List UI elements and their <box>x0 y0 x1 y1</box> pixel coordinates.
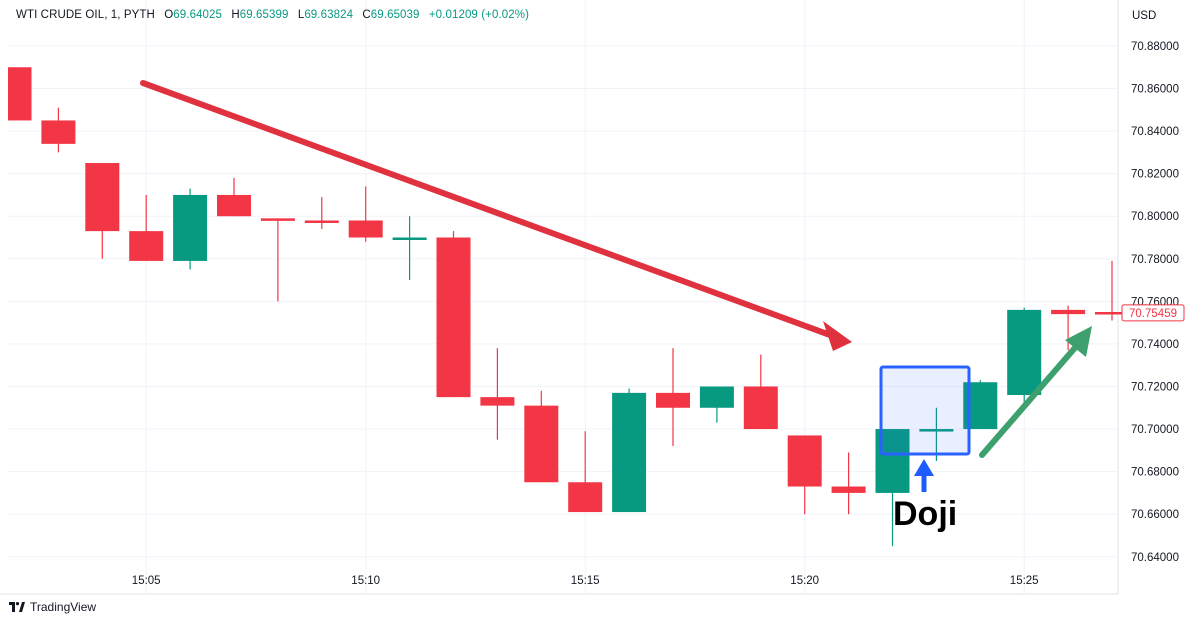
annotations-layer <box>140 80 1092 492</box>
candle[interactable] <box>129 194 164 261</box>
candle[interactable] <box>8 67 32 121</box>
candle[interactable] <box>1051 305 1086 351</box>
last-price-value: 70.75459 <box>1129 308 1177 320</box>
candle-body <box>348 220 383 238</box>
y-tick-label: 70.84000 <box>1131 126 1179 138</box>
low-label: L <box>297 9 305 21</box>
candle-body <box>41 120 76 144</box>
y-tick-label: 70.82000 <box>1131 169 1179 181</box>
uptrend-arrow <box>979 339 1083 458</box>
candle-body <box>480 397 515 406</box>
candle[interactable] <box>875 429 910 547</box>
candle[interactable] <box>699 386 734 423</box>
candle[interactable] <box>787 435 822 515</box>
candle[interactable] <box>656 348 690 447</box>
candle-body <box>85 163 120 232</box>
candle-body <box>129 231 164 261</box>
candle[interactable] <box>480 348 515 440</box>
candle[interactable] <box>919 407 954 461</box>
close-label: C <box>362 9 371 21</box>
candle-body <box>392 237 427 241</box>
currency-selector[interactable]: USD <box>1126 6 1186 26</box>
candle-body <box>173 194 208 261</box>
low-value: 69.63824 <box>304 9 354 21</box>
y-tick-label: 70.66000 <box>1131 509 1179 521</box>
y-tick-label: 70.86000 <box>1131 84 1179 96</box>
candle-body <box>699 386 734 408</box>
time-axis[interactable]: 15:05 15:10 15:15 15:20 15:25 <box>132 575 1039 587</box>
candle[interactable] <box>831 452 866 515</box>
candle[interactable] <box>85 163 120 259</box>
open-label: O <box>164 9 174 21</box>
last-price-box <box>1121 304 1185 322</box>
price-axis[interactable]: 70.88000 70.86000 70.84000 70.82000 70.80000… <box>1131 41 1179 564</box>
doji-highlight-box <box>879 365 971 456</box>
x-tick-label: 15:15 <box>571 575 600 587</box>
candle-body <box>217 194 251 217</box>
candle[interactable] <box>348 186 383 242</box>
candle-body <box>656 392 690 408</box>
candle[interactable] <box>260 218 295 302</box>
x-tick-label: 15:05 <box>132 575 161 587</box>
x-tick-label: 15:10 <box>351 575 380 587</box>
candle[interactable] <box>304 197 339 229</box>
candle-body <box>743 386 778 430</box>
candles-layer <box>8 67 1129 547</box>
candle[interactable] <box>41 107 76 153</box>
y-tick-label: 70.68000 <box>1131 467 1179 479</box>
candle-body <box>787 435 822 487</box>
change-value: +0.01209 (+0.02%) <box>428 9 530 21</box>
doji-pointer-arrow-head <box>914 459 934 476</box>
candle-body <box>436 237 471 398</box>
candle-body <box>831 486 866 493</box>
high-value: 69.65399 <box>239 9 289 21</box>
candle-body <box>260 218 295 221</box>
candle[interactable] <box>392 216 427 281</box>
y-tick-label: 70.74000 <box>1131 339 1179 351</box>
candle[interactable] <box>173 188 208 270</box>
high-label: H <box>231 9 240 21</box>
candle[interactable] <box>436 231 471 398</box>
tradingview-logo-text: TradingView <box>30 600 97 614</box>
tradingview-logo[interactable]: TradingView <box>9 600 96 614</box>
candle-body <box>919 429 954 432</box>
tradingview-logo-icon <box>9 602 25 612</box>
y-tick-label: 70.70000 <box>1131 424 1179 436</box>
y-tick-label: 70.78000 <box>1131 254 1179 266</box>
candle[interactable] <box>524 390 559 483</box>
ohlc-legend: WTI CRUDE OIL, 1, PYTH O69.64025 H69.653… <box>16 9 529 21</box>
y-tick-label: 70.72000 <box>1131 381 1179 393</box>
candle[interactable] <box>1007 307 1042 404</box>
close-value: 69.65039 <box>370 9 420 21</box>
candle[interactable] <box>612 388 647 513</box>
candle-body <box>8 67 32 121</box>
candle[interactable] <box>217 177 251 217</box>
open-value: 69.64025 <box>173 9 223 21</box>
downtrend-arrow <box>140 80 833 338</box>
candle-body <box>524 405 559 483</box>
x-tick-label: 15:25 <box>1010 575 1039 587</box>
candle-body <box>612 392 647 513</box>
candle-body <box>1007 309 1042 396</box>
last-price-label: 70.75459 <box>1121 304 1185 322</box>
candle[interactable] <box>1095 260 1129 321</box>
y-tick-label: 70.88000 <box>1131 41 1179 53</box>
candle-body <box>568 482 603 513</box>
candle-body <box>304 220 339 223</box>
x-tick-label: 15:20 <box>790 575 819 587</box>
candle[interactable] <box>568 431 603 513</box>
downtrend-arrow-head <box>823 321 852 351</box>
doji-label: Doji <box>893 495 958 533</box>
candle-body <box>1095 312 1129 315</box>
symbol-title[interactable]: WTI CRUDE OIL, 1, PYTH <box>16 9 155 21</box>
y-tick-label: 70.64000 <box>1131 552 1179 564</box>
uptrend-arrow-head <box>1065 326 1092 357</box>
candle[interactable] <box>743 354 778 430</box>
candle-body <box>1051 309 1086 315</box>
y-tick-label: 70.80000 <box>1131 211 1179 223</box>
